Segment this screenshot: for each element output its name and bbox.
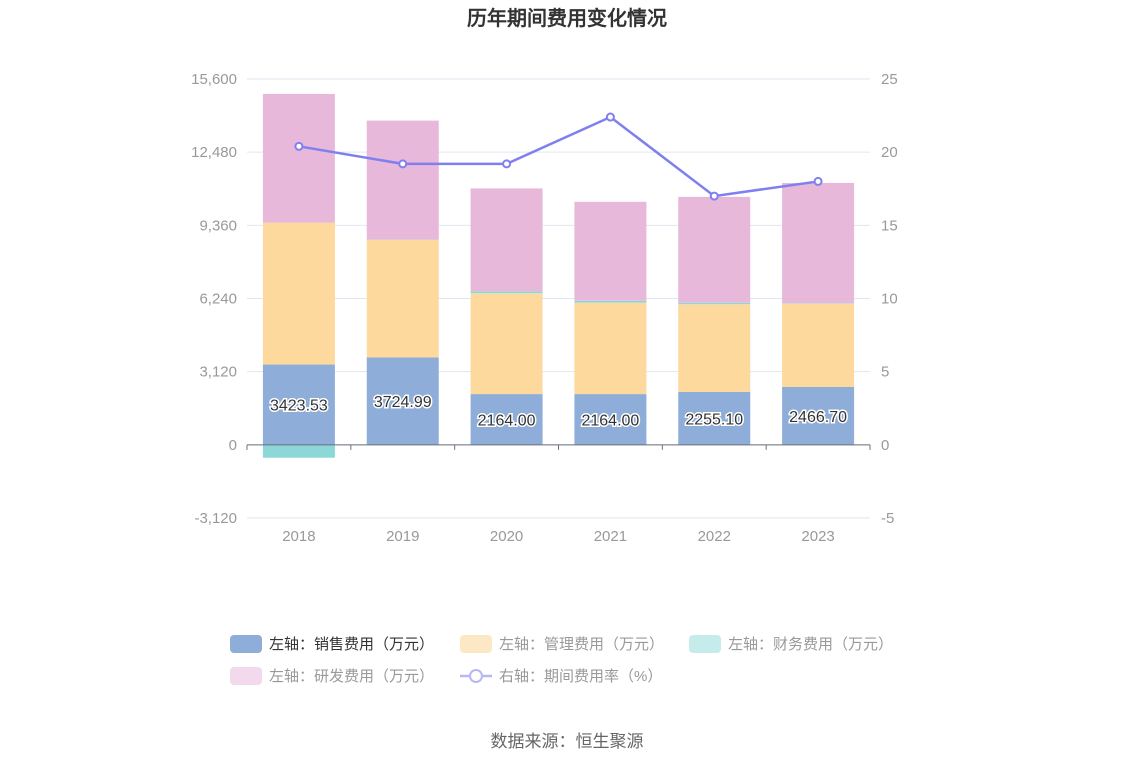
bar-segment: [574, 201, 647, 301]
right-tick-label: 25: [881, 71, 898, 88]
legend-label: 左轴：财务费用（万元）: [728, 636, 893, 653]
bar-segment: [782, 182, 855, 304]
bar-segment: [262, 444, 335, 458]
bar-segment: [366, 120, 439, 240]
bar-value-label: 3724.99: [374, 394, 432, 411]
legend-swatch-icon: [230, 667, 262, 685]
x-axis: 2018 2019 2020 2021 2022 2023: [246, 444, 871, 545]
bar-segment: [678, 391, 751, 445]
bar-segment: [782, 386, 855, 445]
bar-value-label: 3423.53: [270, 398, 328, 415]
bar-segment: [262, 364, 335, 445]
bar-segment: [678, 196, 751, 303]
x-tick-label: 2021: [594, 528, 627, 545]
bar-value-label: 2255.10: [685, 411, 743, 428]
rate-point: [294, 141, 304, 151]
legend-item[interactable]: 左轴：销售费用（万元）: [230, 635, 434, 653]
legend-item[interactable]: 左轴：财务费用（万元）: [689, 635, 893, 653]
bar-segment: [782, 303, 855, 387]
legend-item[interactable]: 左轴：管理费用（万元）: [460, 635, 664, 653]
rate-point: [709, 191, 719, 201]
bar-segment: [470, 188, 543, 292]
bar-segment: [366, 357, 439, 445]
x-tick-label: 2023: [801, 528, 834, 545]
right-tick-label: 15: [881, 217, 898, 234]
x-tick-label: 2022: [698, 528, 731, 545]
bar-segment: [574, 394, 647, 445]
legend-label: 左轴：管理费用（万元）: [499, 636, 664, 653]
bar-segment: [262, 222, 335, 365]
right-tick-label: 0: [881, 437, 889, 454]
left-tick-label: -3,120: [194, 510, 237, 527]
rate-line: [298, 115, 819, 198]
rate-point: [813, 176, 823, 186]
grid-lines: [247, 78, 870, 519]
bar-segment: [574, 302, 647, 395]
bar-value-label: 2466.70: [789, 409, 847, 426]
legend-item[interactable]: 右轴：期间费用率（%）: [460, 668, 662, 685]
left-tick-label: 6,240: [199, 291, 237, 308]
left-axis-ticks: 15,600 12,480 9,360 6,240 3,120 0 -3,120: [191, 71, 237, 527]
legend-swatch-icon: [460, 635, 492, 653]
left-tick-label: 15,600: [191, 71, 237, 88]
legend-swatch-icon: [230, 635, 262, 653]
bar-labels: 3423.53 3724.99 2164.00 2164.00 2255.10 2466.…: [268, 393, 848, 431]
right-tick-label: 5: [881, 364, 889, 381]
bar-segment: [262, 93, 335, 223]
left-tick-label: 9,360: [199, 217, 237, 234]
left-tick-label: 3,120: [199, 364, 237, 381]
legend-label: 右轴：期间费用率（%）: [499, 668, 662, 685]
source-note: 数据来源：恒生聚源: [491, 732, 644, 751]
chart-title: 历年期间费用变化情况: [467, 6, 667, 30]
x-tick-label: 2019: [386, 528, 419, 545]
rate-point: [502, 159, 512, 169]
rate-point: [398, 159, 408, 169]
bar-segment: [574, 300, 647, 303]
bar-segment: [678, 302, 751, 305]
left-tick-label: 12,480: [191, 144, 237, 161]
legend-marker-icon: [469, 669, 483, 683]
bar-segment: [470, 291, 543, 294]
right-tick-label: 10: [881, 291, 898, 308]
bar-segment: [470, 293, 543, 395]
x-tick-label: 2020: [490, 528, 523, 545]
bar-segment: [470, 394, 543, 445]
bar-segment: [366, 239, 439, 358]
legend-item[interactable]: 左轴：研发费用（万元）: [230, 667, 434, 685]
bar-series: [262, 93, 855, 458]
right-axis-ticks: 25 20 15 10 5 0 -5: [881, 71, 898, 527]
left-tick-label: 0: [229, 437, 237, 454]
bar-segment: [678, 304, 751, 392]
x-tick-label: 2018: [282, 528, 315, 545]
right-tick-label: 20: [881, 144, 898, 161]
right-tick-label: -5: [881, 510, 894, 527]
rate-line-series: [294, 112, 823, 201]
rate-point: [605, 112, 615, 122]
legend[interactable]: 左轴：销售费用（万元） 左轴：管理费用（万元） 左轴：财务费用（万元） 左轴：研发费用…: [230, 635, 893, 685]
bar-value-label: 2164.00: [478, 412, 536, 429]
legend-label: 左轴：销售费用（万元）: [269, 636, 434, 653]
legend-label: 左轴：研发费用（万元）: [269, 668, 434, 685]
bar-value-label: 2164.00: [581, 412, 639, 429]
legend-swatch-icon: [689, 635, 721, 653]
